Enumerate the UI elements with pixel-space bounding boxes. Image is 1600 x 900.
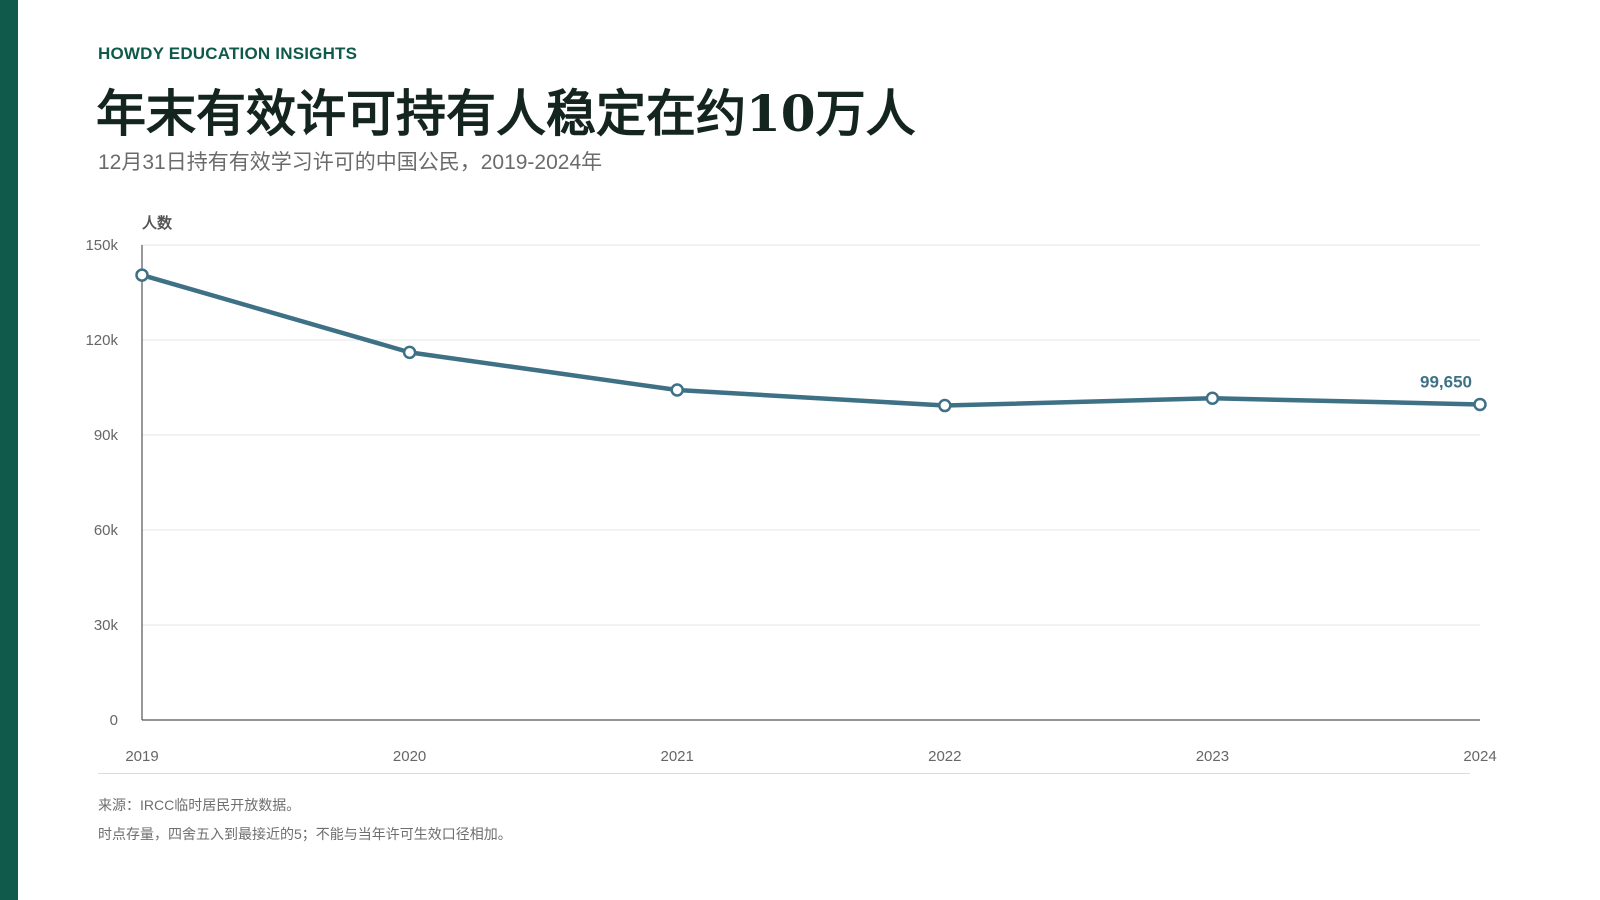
- data-point[interactable]: [135, 268, 149, 282]
- source-note: 来源：IRCC临时居民开放数据。: [98, 797, 301, 813]
- x-tick-label: 2019: [125, 748, 158, 765]
- series-group: [139, 272, 1483, 408]
- x-tick-label: 2023: [1196, 748, 1229, 765]
- data-label: 99,650: [1420, 372, 1472, 391]
- data-point[interactable]: [402, 345, 417, 360]
- y-axis-title: 人数: [142, 214, 173, 232]
- x-tick-label: 2024: [1463, 748, 1496, 765]
- series-line: [139, 272, 1483, 408]
- x-tick-label: 2021: [661, 748, 694, 765]
- y-tick-label: 90k: [94, 427, 119, 444]
- data-point[interactable]: [670, 383, 684, 397]
- y-tick-label: 150k: [85, 237, 118, 254]
- annotations: 99,650: [1420, 372, 1472, 391]
- footer-divider: [98, 773, 1470, 774]
- x-tick-labels: 2019 2020 2021 2022 2023 2024: [125, 748, 1496, 765]
- y-tick-label: 120k: [85, 332, 118, 349]
- grid-lines: [142, 244, 1480, 626]
- data-points: [135, 268, 1487, 413]
- page-title: 年末有效许可持有人稳定在约10万人: [96, 84, 916, 143]
- y-tick-label: 60k: [94, 522, 119, 539]
- data-point[interactable]: [1473, 397, 1487, 412]
- data-point[interactable]: [1205, 391, 1220, 406]
- page-subtitle: 12月31日持有有效学习许可的中国公民，2019-2024年: [98, 151, 603, 174]
- x-tick-label: 2020: [393, 748, 426, 765]
- axes: 人数: [141, 214, 1480, 721]
- y-tick-label: 30k: [94, 617, 119, 634]
- y-tick-labels: 0 30k 60k 90k 120k 150k: [85, 237, 118, 729]
- data-point[interactable]: [938, 398, 952, 413]
- brand-label: HOWDY EDUCATION INSIGHTS: [98, 44, 358, 63]
- accent-bar: [0, 0, 18, 900]
- x-tick-label: 2022: [928, 748, 961, 765]
- y-tick-label: 0: [110, 712, 118, 729]
- method-note: 时点存量，四舍五入到最接近的5；不能与当年许可生效口径相加。: [98, 826, 512, 842]
